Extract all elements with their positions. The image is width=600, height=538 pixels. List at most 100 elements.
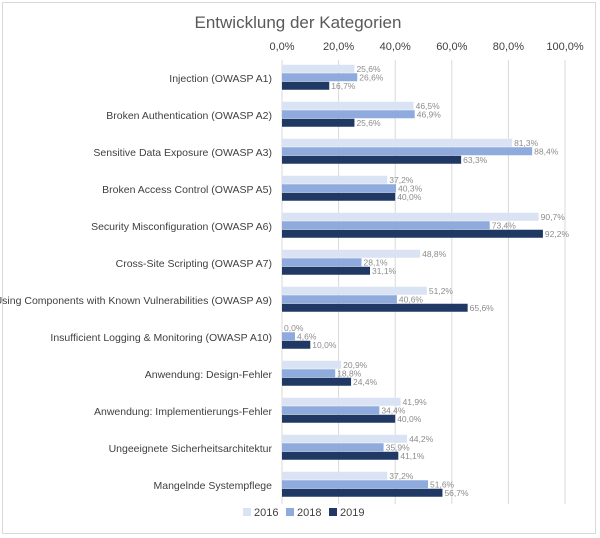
data-label: 81,3% <box>514 138 539 148</box>
data-label: 10,0% <box>312 340 337 350</box>
data-label: 37,2% <box>389 175 414 185</box>
bar-2018 <box>282 258 362 267</box>
bar-2019 <box>282 229 543 238</box>
legend-swatch-2016 <box>243 508 251 516</box>
data-label: 40,0% <box>397 192 422 202</box>
bar-2018 <box>282 73 358 82</box>
data-label: 88,4% <box>534 146 559 156</box>
x-tick-label: 80,0% <box>493 41 524 53</box>
bar-2016 <box>282 249 421 258</box>
bar-2019 <box>282 118 355 127</box>
data-label: 24,4% <box>353 377 378 387</box>
data-label: 73,4% <box>492 220 517 230</box>
data-label: 35,9% <box>386 442 411 452</box>
data-label: 25,6% <box>356 64 381 74</box>
bar-2018 <box>282 443 384 452</box>
x-tick-label: 0,0% <box>269 41 294 53</box>
bar-2019 <box>282 303 468 312</box>
bar-2018 <box>282 184 397 193</box>
category-label: Cross-Site Scripting (OWASP A7) <box>116 258 272 270</box>
bar-2019 <box>282 414 396 423</box>
legend: 2016 2018 2019 <box>243 507 364 519</box>
category-label: Broken Access Control (OWASP A5) <box>102 184 272 196</box>
category-label: Security Misconfiguration (OWASP A6) <box>91 221 272 233</box>
bar-2018 <box>282 332 296 341</box>
bar-2019 <box>282 377 352 386</box>
bar-2019 <box>282 81 330 90</box>
bar-2019 <box>282 192 396 201</box>
category-label: Mangelnde Systempflege <box>154 480 273 492</box>
bar-2019 <box>282 266 371 275</box>
x-tick-label: 40,0% <box>380 41 411 53</box>
data-label: 26,6% <box>359 72 384 82</box>
bar-2018 <box>282 406 380 415</box>
data-label: 40,3% <box>398 183 423 193</box>
bar-2016 <box>282 101 414 110</box>
bar-2018 <box>282 295 397 304</box>
data-label: 63,3% <box>463 155 488 165</box>
legend-swatch-2018 <box>286 508 294 516</box>
data-label: 46,9% <box>417 109 442 119</box>
y-axis: Injection (OWASP A1) Broken Authenticatio… <box>0 73 273 492</box>
legend-label: 2018 <box>297 507 321 519</box>
category-label: Anwendung: Implementierungs-Fehler <box>94 406 273 418</box>
data-labels: 25,6%26,6%16,7%46,5%46,9%25,6%81,3%88,4%… <box>284 64 569 498</box>
bar-2018 <box>282 221 490 230</box>
data-label: 20,9% <box>343 360 368 370</box>
data-label: 16,7% <box>331 81 356 91</box>
category-label: Broken Authentication (OWASP A2) <box>106 110 272 122</box>
category-label: Ungeeignete Sicherheitsarchitektur <box>109 443 273 455</box>
bar-2018 <box>282 147 533 156</box>
legend-label: 2019 <box>340 507 364 519</box>
bar-2018 <box>282 369 336 378</box>
data-label: 40,0% <box>397 414 422 424</box>
bar-2019 <box>282 488 443 497</box>
data-label: 46,5% <box>416 101 441 111</box>
bar-2018 <box>282 480 429 489</box>
data-label: 51,2% <box>429 286 454 296</box>
x-axis: 0,0% 20,0% 40,0% 60,0% 80,0% 100,0% <box>269 41 583 53</box>
data-label: 41,9% <box>403 397 428 407</box>
bar-2018 <box>282 110 415 119</box>
category-label: Anwendung: Design-Fehler <box>145 369 273 381</box>
data-label: 40,6% <box>399 294 424 304</box>
data-label: 56,7% <box>444 488 469 498</box>
data-label: 48,8% <box>422 249 447 259</box>
bar-2016 <box>282 397 401 406</box>
bar-2016 <box>282 471 388 480</box>
bar-2016 <box>282 212 539 221</box>
data-label: 18,8% <box>337 368 362 378</box>
bar-2016 <box>282 175 388 184</box>
data-label: 90,7% <box>541 212 566 222</box>
data-label: 92,2% <box>545 229 570 239</box>
bar-2016 <box>282 360 342 369</box>
bar-2019 <box>282 451 399 460</box>
x-tick-label: 60,0% <box>436 41 467 53</box>
data-label: 25,6% <box>356 118 381 128</box>
data-label: 51,6% <box>430 479 455 489</box>
chart-title: Entwicklung der Kategorien <box>195 13 402 32</box>
data-label: 44,2% <box>409 434 434 444</box>
data-label: 34,4% <box>381 405 406 415</box>
bars <box>282 64 543 497</box>
data-label: 31,1% <box>372 266 397 276</box>
data-label: 37,2% <box>389 471 414 481</box>
data-label: 28,1% <box>364 257 389 267</box>
category-label: Sensitive Data Exposure (OWASP A3) <box>93 147 272 159</box>
legend-swatch-2019 <box>329 508 337 516</box>
x-tick-label: 100,0% <box>546 41 584 53</box>
data-label: 65,6% <box>470 303 495 313</box>
category-label: Injection (OWASP A1) <box>169 73 272 85</box>
bar-2016 <box>282 434 408 443</box>
data-label: 0,0% <box>284 323 304 333</box>
bar-2016 <box>282 64 355 73</box>
category-label: Insufficient Logging & Monitoring (OWASP… <box>50 332 272 344</box>
bar-2016 <box>282 286 427 295</box>
bar-2016 <box>282 138 513 147</box>
data-label: 4,6% <box>297 331 317 341</box>
gridlines <box>281 60 566 504</box>
bar-2019 <box>282 155 462 164</box>
data-label: 41,1% <box>400 451 425 461</box>
category-label: Using Components with Known Vulnerabilit… <box>0 295 272 307</box>
